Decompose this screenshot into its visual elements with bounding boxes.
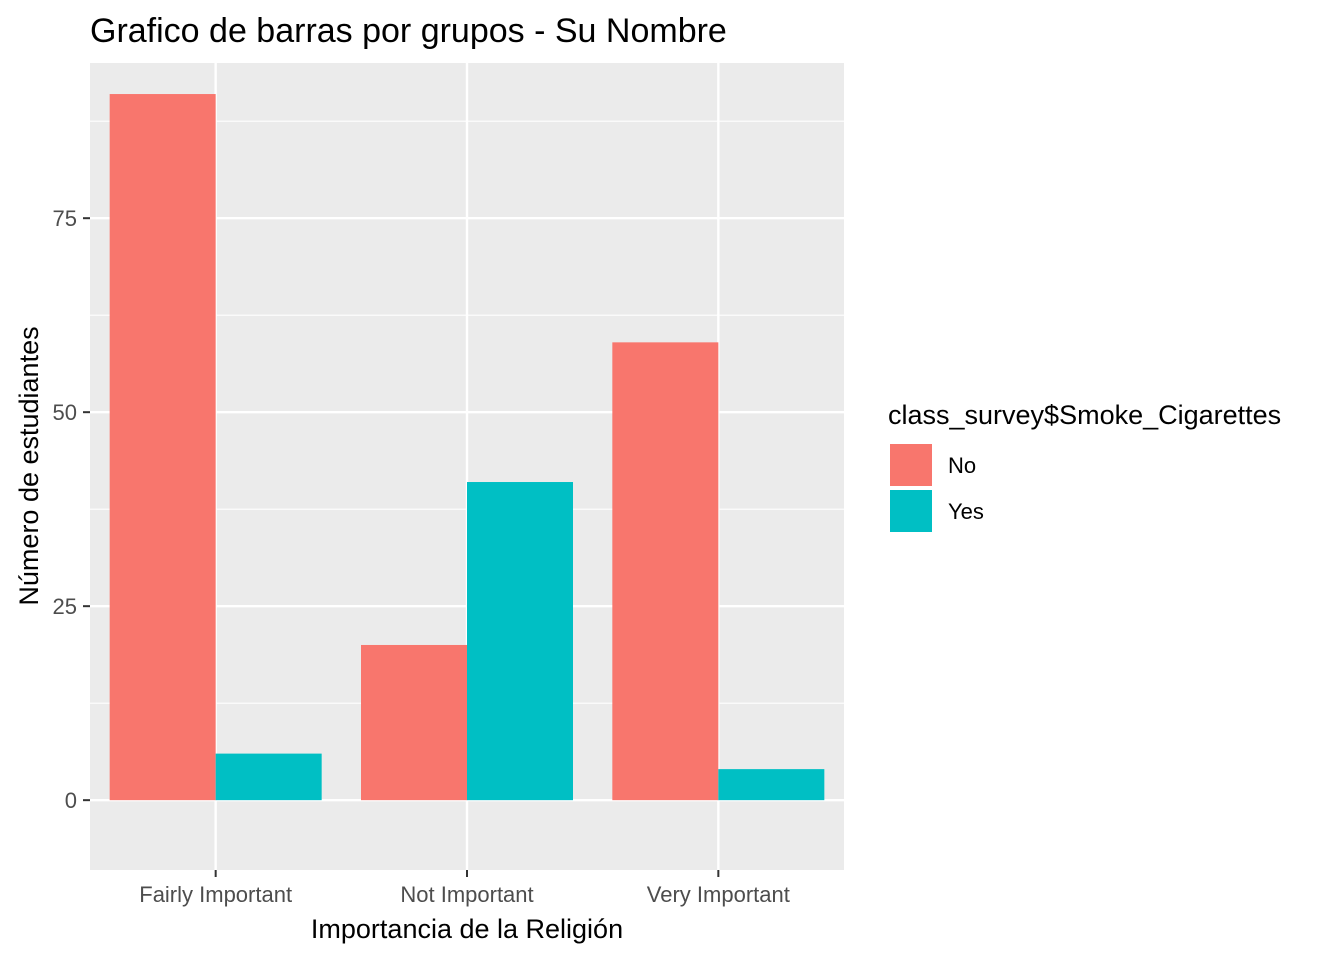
bar-yes [215, 753, 322, 801]
bar-yes [467, 482, 573, 801]
y-tick-label: 75 [53, 206, 77, 231]
legend-key-no [890, 444, 932, 486]
x-axis-title: Importancia de la Religión [311, 914, 623, 944]
y-axis-title: Número de estudiantes [14, 326, 44, 605]
legend-key-yes [890, 490, 932, 532]
bar-no [361, 644, 467, 801]
chart-title: Grafico de barras por grupos - Su Nombre [90, 12, 727, 50]
x-axis: Fairly Important Not Important Very Import… [139, 870, 790, 907]
y-tick-label: 50 [53, 400, 77, 425]
y-tick-label: 25 [53, 594, 77, 619]
bars [109, 94, 825, 801]
legend: class_survey$Smoke_Cigarettes No Yes [888, 400, 1281, 532]
y-axis: 0 25 50 75 [53, 206, 90, 813]
x-tick-label: Very Important [647, 882, 790, 907]
legend-title: class_survey$Smoke_Cigarettes [888, 400, 1281, 430]
bar-no [612, 342, 719, 801]
legend-label-yes: Yes [948, 499, 984, 524]
x-tick-label: Not Important [400, 882, 533, 907]
bar-yes [718, 769, 825, 801]
legend-label-no: No [948, 453, 976, 478]
bar-no [109, 94, 216, 801]
y-tick-label: 0 [65, 788, 77, 813]
x-tick-label: Fairly Important [139, 882, 292, 907]
